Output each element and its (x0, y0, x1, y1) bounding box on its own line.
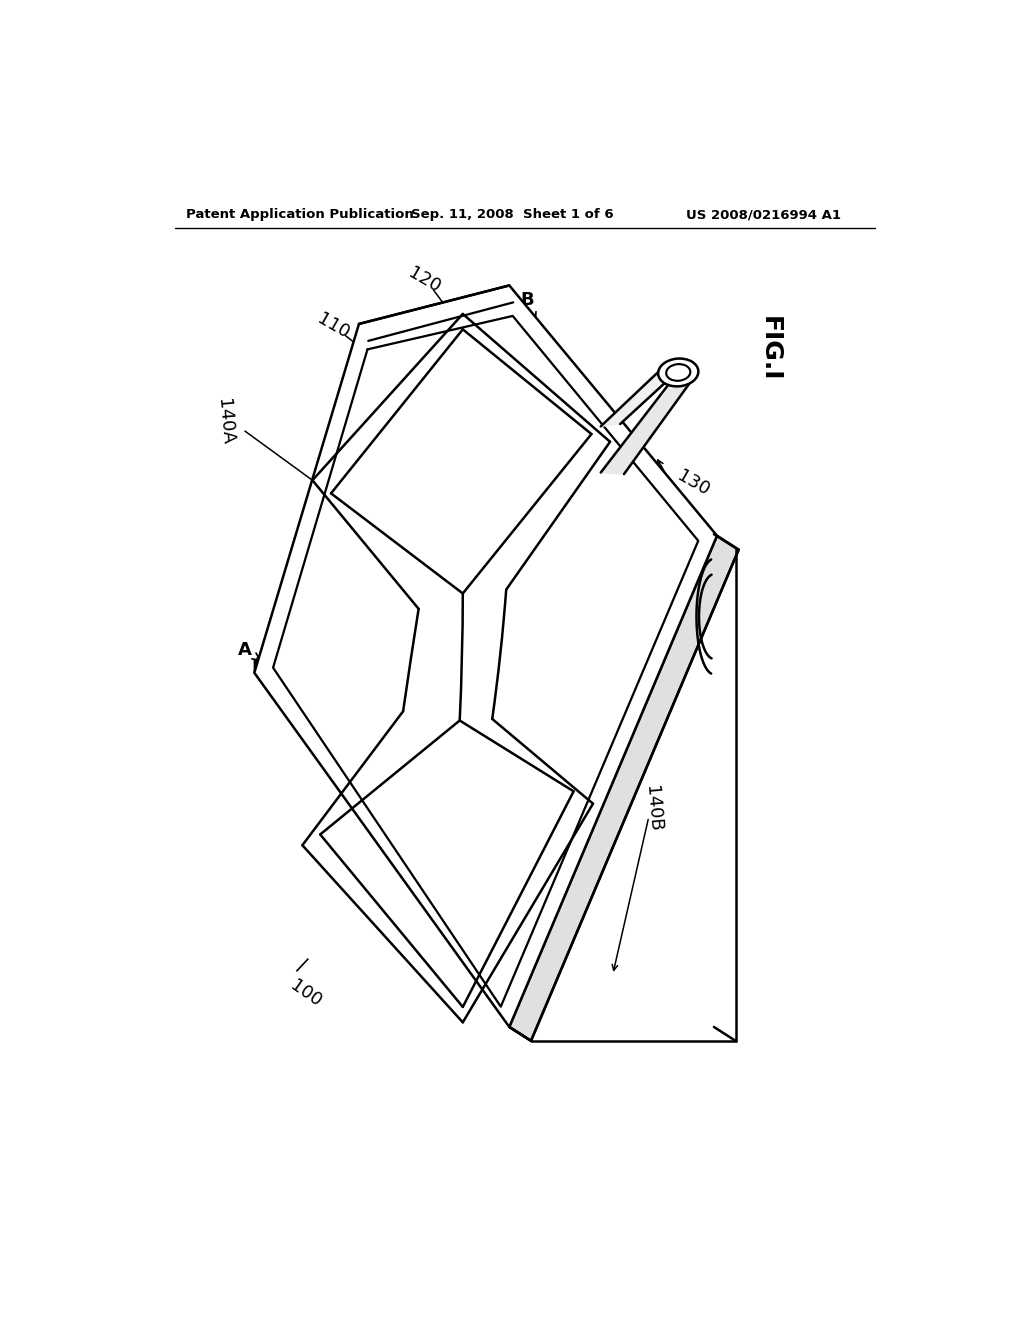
Text: 130: 130 (675, 467, 713, 500)
Text: 120: 120 (404, 264, 443, 297)
Text: A: A (239, 640, 260, 660)
Text: 140B: 140B (642, 785, 665, 833)
Text: US 2008/0216994 A1: US 2008/0216994 A1 (686, 209, 841, 222)
Text: FIG.I: FIG.I (758, 317, 781, 381)
Polygon shape (254, 285, 717, 1027)
Polygon shape (601, 376, 694, 474)
Text: 100: 100 (287, 977, 325, 1010)
Text: Sep. 11, 2008  Sheet 1 of 6: Sep. 11, 2008 Sheet 1 of 6 (411, 209, 613, 222)
Text: Patent Application Publication: Patent Application Publication (186, 209, 414, 222)
Text: B: B (252, 659, 273, 678)
Ellipse shape (658, 359, 698, 387)
Polygon shape (601, 362, 688, 426)
Text: 110: 110 (314, 310, 352, 343)
Text: A: A (470, 293, 485, 322)
Text: B: B (520, 290, 536, 319)
Text: 140A: 140A (214, 397, 236, 446)
Polygon shape (509, 536, 738, 1040)
